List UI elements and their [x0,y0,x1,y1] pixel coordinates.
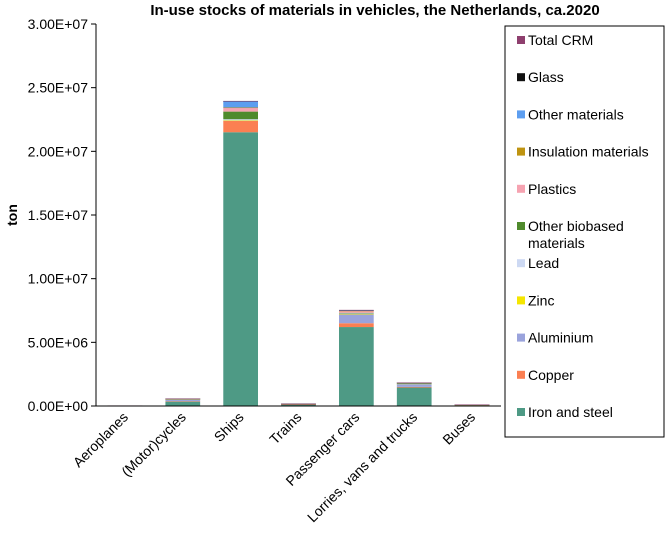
legend-label: Zinc [528,292,554,308]
legend-label: Copper [528,367,574,383]
x-tick-label: Trains [266,409,304,447]
legend-swatch [517,222,525,230]
y-tick-label: 0.00E+00 [28,398,89,414]
legend-swatch [517,408,525,416]
bar-segment [396,386,432,388]
bar-segment [223,107,258,112]
y-tick-label: 2.50E+07 [28,80,89,96]
bar-segment [396,384,432,387]
y-tick-label: 3.00E+07 [28,16,89,32]
bar-segment [339,309,374,311]
legend-label: Iron and steel [528,404,613,420]
legend-label: Plastics [528,181,576,197]
y-tick-label: 2.00E+07 [28,143,89,159]
bar-segment [223,101,258,108]
legend-swatch [517,370,525,379]
bar-segment [339,314,374,324]
x-tick-label: Aeroplanes [70,409,131,470]
bar-segment [339,310,374,311]
y-tick-label: 1.50E+07 [28,207,89,223]
legend-label: Aluminium [528,330,593,346]
legend-label: Total CRM [528,32,593,48]
bar-segment [339,310,374,312]
bar-segment [339,313,374,314]
legend-swatch [517,333,525,342]
legend-label: Other materials [528,106,624,122]
y-axis: 0.00E+00 5.00E+06 1.00E+07 1.50E+07 2.00E+07… [28,16,96,414]
x-tick-label: Lorries, vans and trucks [304,409,420,525]
legend-swatch [517,36,525,44]
bar-segment [339,312,374,314]
bar-segment [339,310,374,311]
x-tick-label: Ships [211,409,247,445]
x-axis: Aeroplanes(Motor)cycles Ships TrainsPassen… [70,409,479,525]
bar-segment [454,404,490,406]
legend-label: Glass [528,69,564,85]
bar-segment [396,383,432,385]
y-tick-label: 1.00E+07 [28,271,89,287]
bar-segment [339,313,374,315]
bar-segment [339,310,374,313]
bar-segment [223,107,258,109]
legend-swatch [517,259,525,268]
bar-segment [339,327,374,406]
bar-segment [339,323,374,328]
y-tick-label: 5.00E+06 [28,334,89,350]
x-tick-label: Buses [439,409,478,448]
bar-segment [165,398,201,400]
bar-segment [454,404,490,406]
bar-segment [223,119,258,121]
legend-label: Insulation materials [528,144,649,160]
bar-segment [223,100,258,102]
bar-segment [223,132,258,406]
legend-label: Lead [528,255,559,271]
legend-swatch [517,147,525,156]
bar-segment [396,382,432,384]
bar-segment [165,401,201,402]
legend-swatch [517,110,525,119]
bar-segment [223,120,258,133]
bar-segment [165,399,201,402]
legend-box [504,25,665,438]
legend-label: Other biobased materials [528,218,624,251]
legend-swatch [517,73,525,82]
bar-segment [165,401,201,406]
bar-segment [281,404,316,406]
y-axis-label: ton [4,204,20,226]
bar-segment [165,399,201,400]
legend-swatch [517,296,525,305]
legend-swatch [517,184,525,193]
bar-segment [396,387,432,406]
bar-segment [223,120,258,122]
chart-title: In-use stocks of materials in vehicles, … [150,2,599,19]
bars-group [107,100,490,407]
bar-segment [281,404,316,405]
bar-segment [223,111,258,120]
bar-segment [281,403,316,405]
legend: Total CRM Glass Other materials Insulation … [504,25,665,438]
bar-segment [396,383,432,384]
bar-segment [396,383,432,385]
